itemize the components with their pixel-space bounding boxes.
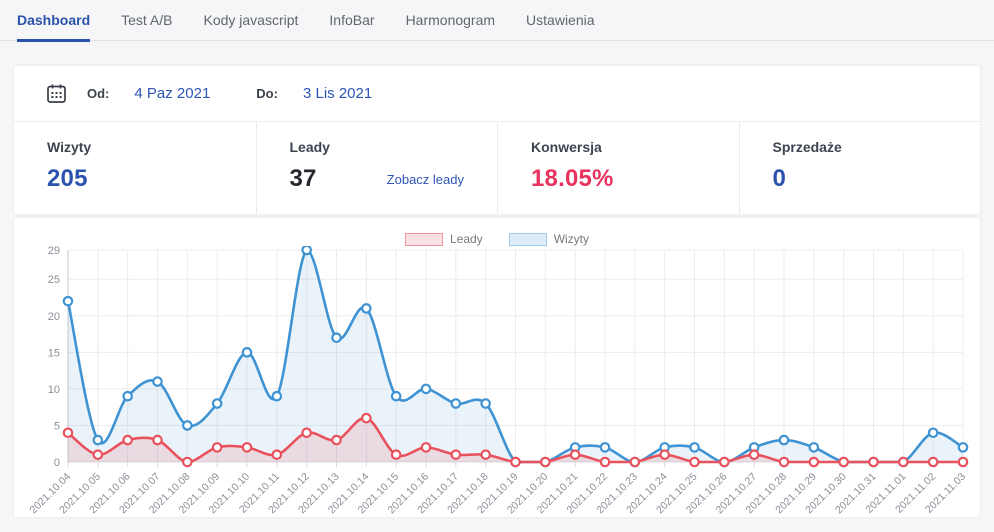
stat-card-wizyty: Wizyty 205 — [14, 122, 256, 214]
data-point-leady[interactable] — [898, 456, 909, 468]
data-point-leady[interactable] — [748, 449, 760, 460]
stat-card-konwersja: Konwersja 18.05% — [497, 122, 739, 214]
data-point-wizyty[interactable] — [480, 398, 491, 409]
data-point-wizyty[interactable] — [92, 434, 104, 446]
data-point-wizyty[interactable] — [211, 398, 223, 409]
data-point-wizyty[interactable] — [599, 442, 611, 453]
y-axis-tick-label: 29 — [48, 246, 60, 257]
stat-card-leady: Leady 37 Zobacz leady — [255, 122, 498, 214]
tab-harmonogram[interactable]: Harmonogram — [405, 12, 496, 28]
stat-value: 205 — [47, 165, 88, 192]
date-to-label: Do: — [256, 86, 278, 101]
data-point-leady[interactable] — [629, 456, 641, 468]
legend-swatch — [404, 232, 443, 246]
data-point-wizyty[interactable] — [689, 442, 700, 453]
data-point-leady[interactable] — [361, 412, 372, 424]
data-point-leady[interactable] — [211, 442, 223, 453]
data-point-leady[interactable] — [241, 442, 253, 453]
data-point-leady[interactable] — [62, 427, 74, 439]
data-point-wizyty[interactable] — [152, 376, 163, 387]
y-axis-tick-label: 10 — [48, 384, 60, 396]
data-point-leady[interactable] — [480, 449, 491, 460]
data-point-leady[interactable] — [122, 434, 133, 446]
legend-swatch — [508, 232, 547, 246]
tab-kody-javascript[interactable]: Kody javascript — [203, 12, 299, 28]
tab-bar: Dashboard Test A/B Kody javascript InfoBar H… — [0, 0, 994, 42]
date-to-value[interactable]: 3 Lis 2021 — [302, 85, 373, 102]
stat-value: 18.05% — [531, 165, 614, 192]
series-area-leady — [68, 417, 963, 462]
data-point-leady[interactable] — [927, 456, 939, 468]
tab-dashboard[interactable]: Dashboard — [17, 0, 91, 42]
tab-infobar[interactable]: InfoBar — [329, 12, 375, 28]
data-point-wizyty[interactable] — [390, 390, 402, 402]
legend-item-leady[interactable]: Leady — [404, 232, 483, 246]
stat-label: Wizyty — [47, 139, 92, 155]
data-point-wizyty[interactable] — [331, 332, 342, 344]
data-point-wizyty[interactable] — [271, 390, 283, 402]
tab-ustawienia[interactable]: Ustawienia — [526, 12, 595, 28]
data-point-leady[interactable] — [659, 449, 670, 460]
data-point-leady[interactable] — [420, 442, 432, 453]
stat-label: Sprzedaże — [772, 139, 842, 155]
y-axis-tick-label: 25 — [48, 274, 60, 286]
y-axis-tick-label: 5 — [54, 420, 60, 432]
stat-card-sprzeda-e: Sprzedaże 0 — [738, 122, 981, 214]
legend-label: Leady — [449, 232, 483, 246]
data-point-wizyty[interactable] — [927, 427, 939, 439]
y-axis-tick-label: 0 — [54, 457, 60, 469]
data-point-wizyty[interactable] — [182, 420, 193, 431]
data-point-leady[interactable] — [331, 434, 342, 446]
data-point-leady[interactable] — [778, 456, 790, 468]
data-point-leady[interactable] — [689, 456, 700, 468]
date-filter-row: Od: 4 Paz 2021 Do: 3 Lis 2021 — [14, 66, 980, 122]
data-point-leady[interactable] — [540, 456, 551, 468]
data-point-leady[interactable] — [838, 456, 849, 468]
stat-label: Leady — [289, 139, 330, 155]
data-point-leady[interactable] — [957, 456, 969, 468]
data-point-leady[interactable] — [868, 456, 879, 468]
data-point-leady[interactable] — [450, 449, 462, 460]
y-axis-tick-label: 20 — [48, 311, 60, 323]
data-point-leady[interactable] — [569, 449, 581, 460]
date-from-label: Od: — [87, 86, 110, 101]
legend-item-wizyty[interactable]: Wizyty — [508, 232, 590, 246]
data-point-leady[interactable] — [599, 456, 611, 468]
date-from-value[interactable]: 4 Paz 2021 — [134, 85, 211, 102]
data-point-wizyty[interactable] — [808, 442, 820, 453]
data-point-leady[interactable] — [510, 456, 521, 468]
visits-leads-line-chart: 0510152025292021.10.042021.10.052021.10.… — [27, 244, 969, 516]
data-point-wizyty[interactable] — [420, 383, 432, 395]
stat-label: Konwersja — [531, 139, 602, 155]
chart-legend: Leady Wizyty — [14, 232, 980, 246]
data-point-leady[interactable] — [390, 449, 402, 460]
data-point-leady[interactable] — [719, 456, 730, 468]
data-point-wizyty[interactable] — [122, 390, 133, 402]
data-point-wizyty[interactable] — [450, 398, 462, 409]
data-point-leady[interactable] — [271, 449, 283, 460]
stats-row: Wizyty 205 Leady 37 Zobacz leady Konwersja 18.… — [14, 122, 980, 214]
data-point-wizyty[interactable] — [361, 303, 372, 314]
calendar-icon[interactable] — [47, 84, 66, 103]
data-point-wizyty[interactable] — [301, 244, 312, 256]
data-point-leady[interactable] — [92, 449, 104, 460]
data-point-leady[interactable] — [301, 427, 312, 439]
data-point-wizyty[interactable] — [778, 434, 790, 446]
data-point-leady[interactable] — [808, 456, 820, 468]
legend-label: Wizyty — [553, 232, 590, 246]
chart-card: Leady Wizyty 0 5 10 15 20 25 29 2021.10.04 2021.1… — [14, 218, 980, 517]
y-axis-tick-label: 15 — [48, 347, 60, 359]
data-point-leady[interactable] — [182, 456, 193, 468]
summary-card: Od: 4 Paz 2021 Do: 3 Lis 2021 Wizyty 205 L… — [14, 66, 980, 214]
data-point-wizyty[interactable] — [241, 347, 253, 358]
series-area-wizyty — [68, 250, 963, 462]
data-point-wizyty[interactable] — [62, 295, 74, 307]
stat-value: 37 — [289, 165, 317, 192]
tab-test-a-b[interactable]: Test A/B — [121, 12, 173, 28]
stat-value: 0 — [772, 165, 787, 192]
data-point-leady[interactable] — [152, 434, 163, 446]
zobacz-leady-link[interactable]: Zobacz leady — [386, 171, 464, 187]
data-point-wizyty[interactable] — [957, 442, 969, 453]
